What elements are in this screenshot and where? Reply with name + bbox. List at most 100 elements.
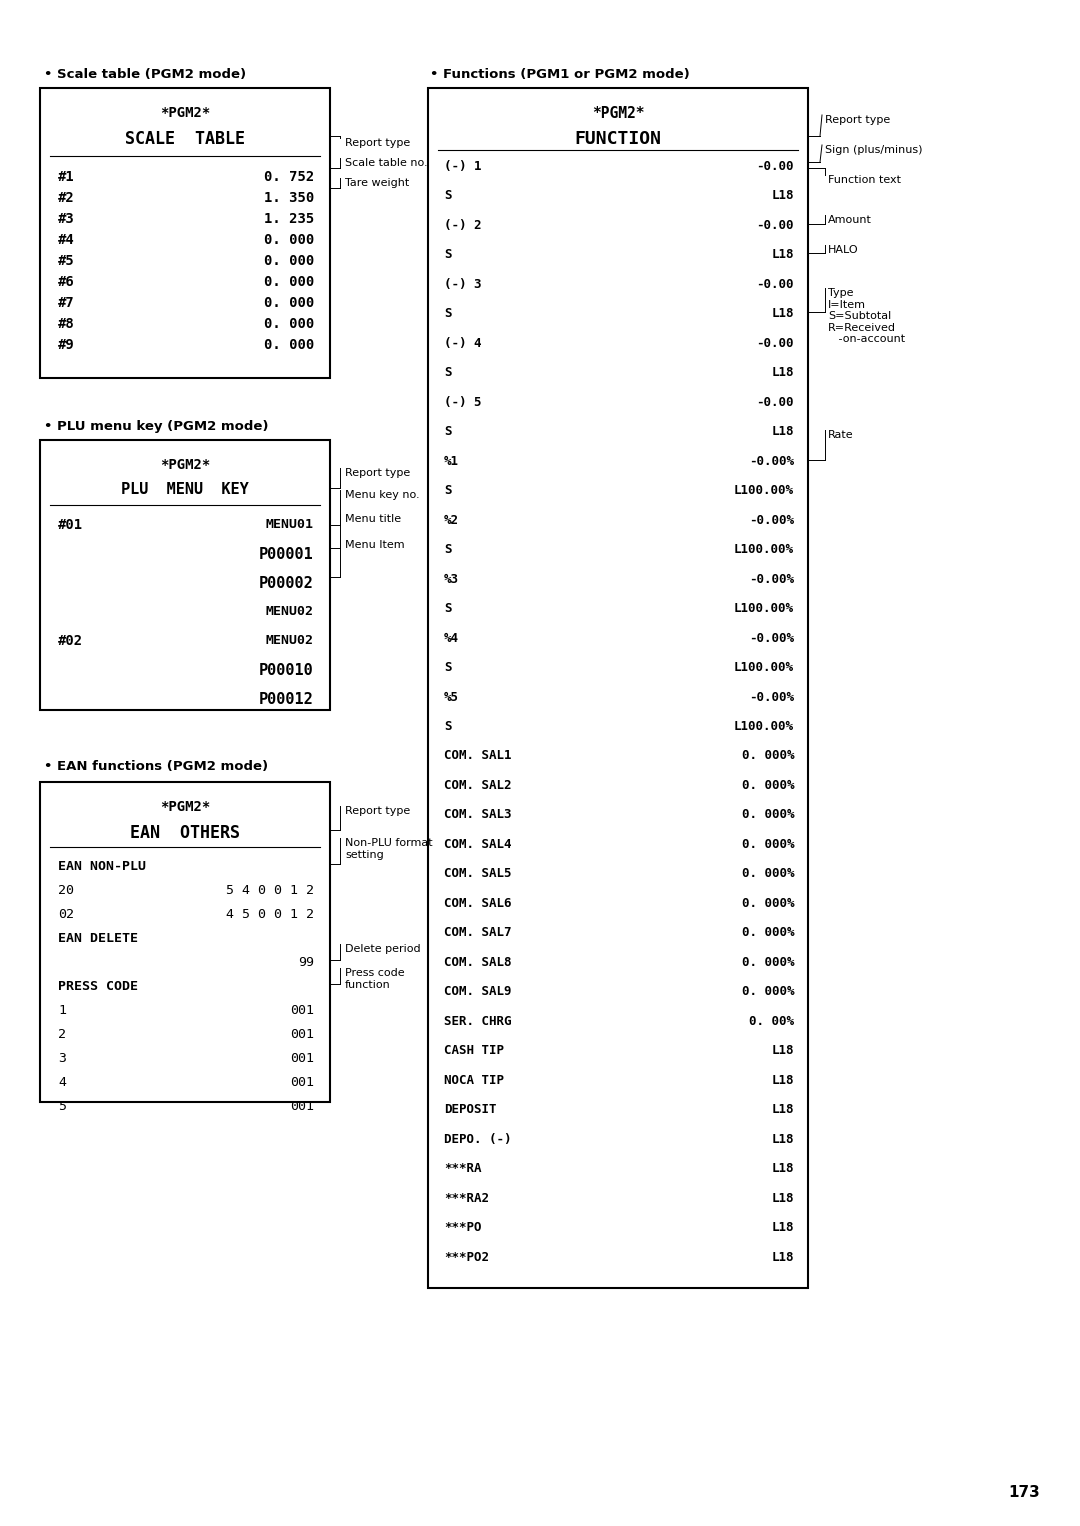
Text: PRESS CODE: PRESS CODE: [58, 980, 138, 993]
Text: 0. 000: 0. 000: [264, 317, 314, 331]
Text: S: S: [444, 484, 451, 497]
Text: NOCA TIP: NOCA TIP: [444, 1074, 504, 1087]
Text: L18: L18: [771, 426, 794, 438]
Text: Report type: Report type: [345, 468, 410, 478]
Text: L18: L18: [771, 1132, 794, 1146]
Text: 5 4 0 0 1 2: 5 4 0 0 1 2: [226, 884, 314, 897]
Text: 0. 000%: 0. 000%: [742, 867, 794, 881]
Text: 0. 752: 0. 752: [264, 169, 314, 185]
Text: • Functions (PGM1 or PGM2 mode): • Functions (PGM1 or PGM2 mode): [430, 69, 690, 81]
Text: EAN NON-PLU: EAN NON-PLU: [58, 861, 146, 873]
Text: S: S: [444, 720, 451, 732]
Bar: [40, 89, 330, 378]
Text: ***PO: ***PO: [444, 1221, 482, 1235]
Text: (-) 1: (-) 1: [444, 160, 482, 172]
Text: EAN DELETE: EAN DELETE: [58, 932, 138, 945]
Text: %5: %5: [444, 691, 459, 703]
Text: -0.00%: -0.00%: [750, 632, 794, 644]
Text: #8: #8: [58, 317, 75, 331]
Text: 0. 00%: 0. 00%: [750, 1015, 794, 1027]
Text: DEPOSIT: DEPOSIT: [444, 1103, 497, 1116]
Text: 001: 001: [291, 1076, 314, 1090]
Text: 0. 000: 0. 000: [264, 253, 314, 269]
Text: #5: #5: [58, 253, 75, 269]
Text: S: S: [444, 543, 451, 555]
Text: S: S: [444, 307, 451, 320]
Text: Menu key no.: Menu key no.: [345, 490, 420, 501]
Text: #01: #01: [58, 517, 83, 533]
Text: S: S: [444, 426, 451, 438]
Text: MENU02: MENU02: [266, 604, 314, 618]
Text: 001: 001: [291, 1029, 314, 1041]
Text: L18: L18: [771, 1221, 794, 1235]
Text: Function text: Function text: [828, 175, 901, 185]
Text: P00012: P00012: [259, 691, 314, 707]
Text: COM. SAL6: COM. SAL6: [444, 897, 512, 909]
Text: L18: L18: [771, 189, 794, 203]
Text: CASH TIP: CASH TIP: [444, 1044, 504, 1058]
Text: L100.00%: L100.00%: [734, 484, 794, 497]
Text: 173: 173: [1009, 1485, 1040, 1500]
Text: 0. 000%: 0. 000%: [742, 749, 794, 763]
Text: L18: L18: [771, 249, 794, 261]
Text: 0. 000: 0. 000: [264, 296, 314, 310]
Text: L100.00%: L100.00%: [734, 543, 794, 555]
Text: #1: #1: [58, 169, 75, 185]
Text: #6: #6: [58, 275, 75, 288]
Text: S: S: [444, 661, 451, 674]
Text: 99: 99: [298, 955, 314, 969]
Text: L100.00%: L100.00%: [734, 603, 794, 615]
Text: • EAN functions (PGM2 mode): • EAN functions (PGM2 mode): [44, 760, 268, 774]
Text: (-) 3: (-) 3: [444, 278, 482, 291]
Text: 4 5 0 0 1 2: 4 5 0 0 1 2: [226, 908, 314, 922]
Text: PLU  MENU  KEY: PLU MENU KEY: [121, 482, 248, 497]
Text: Amount: Amount: [828, 215, 872, 224]
Text: HALO: HALO: [828, 246, 859, 255]
Text: (-) 5: (-) 5: [444, 395, 482, 409]
Text: COM. SAL7: COM. SAL7: [444, 926, 512, 940]
Text: • Scale table (PGM2 mode): • Scale table (PGM2 mode): [44, 69, 246, 81]
Text: FUNCTION: FUNCTION: [575, 130, 661, 148]
Text: 1. 235: 1. 235: [264, 212, 314, 226]
Text: 0. 000%: 0. 000%: [742, 926, 794, 940]
Text: #7: #7: [58, 296, 75, 310]
Text: 1. 350: 1. 350: [264, 191, 314, 204]
Text: Rate: Rate: [828, 430, 853, 439]
Text: 0. 000%: 0. 000%: [742, 778, 794, 792]
Text: Scale table no.: Scale table no.: [345, 159, 428, 168]
Text: -0.00: -0.00: [756, 395, 794, 409]
Text: Sign (plus/minus): Sign (plus/minus): [825, 145, 922, 156]
Text: #02: #02: [58, 633, 83, 649]
Text: 5: 5: [58, 1100, 66, 1112]
Text: (-) 4: (-) 4: [444, 337, 482, 349]
Text: COM. SAL4: COM. SAL4: [444, 838, 512, 852]
Text: COM. SAL3: COM. SAL3: [444, 809, 512, 821]
Bar: [428, 89, 808, 1288]
Text: -0.00: -0.00: [756, 337, 794, 349]
Text: %1: %1: [444, 455, 459, 468]
Text: L18: L18: [771, 1103, 794, 1116]
Text: 001: 001: [291, 1100, 314, 1112]
Text: COM. SAL2: COM. SAL2: [444, 778, 512, 792]
Text: #4: #4: [58, 233, 75, 247]
Text: 001: 001: [291, 1004, 314, 1016]
Text: Report type: Report type: [345, 137, 410, 148]
Text: 3: 3: [58, 1051, 66, 1065]
Text: ***RA2: ***RA2: [444, 1192, 489, 1204]
Text: • PLU menu key (PGM2 mode): • PLU menu key (PGM2 mode): [44, 420, 269, 433]
Text: ***RA: ***RA: [444, 1163, 482, 1175]
Text: 0. 000: 0. 000: [264, 337, 314, 353]
Text: 02: 02: [58, 908, 75, 922]
Text: #3: #3: [58, 212, 75, 226]
Text: %2: %2: [444, 514, 459, 526]
Text: 2: 2: [58, 1029, 66, 1041]
Text: 0. 000: 0. 000: [264, 275, 314, 288]
Text: Report type: Report type: [345, 806, 410, 816]
Text: L18: L18: [771, 366, 794, 380]
Text: Press code
function: Press code function: [345, 967, 405, 989]
Text: L18: L18: [771, 1250, 794, 1264]
Bar: [40, 781, 330, 1102]
Text: Tare weight: Tare weight: [345, 179, 409, 188]
Text: MENU01: MENU01: [266, 517, 314, 531]
Text: #2: #2: [58, 191, 75, 204]
